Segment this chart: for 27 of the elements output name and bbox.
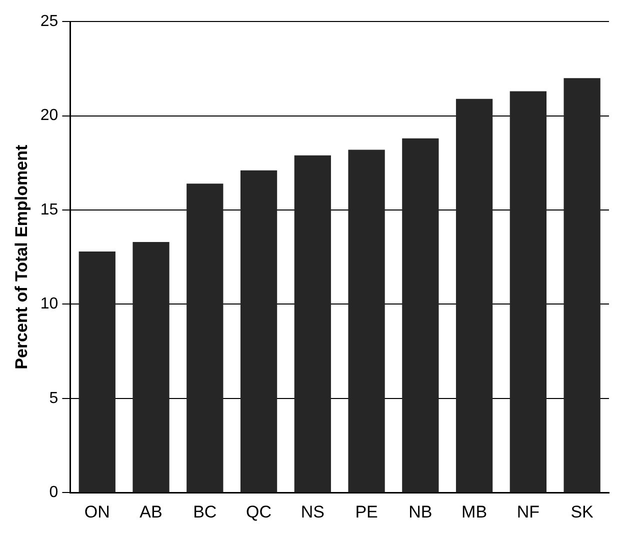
bar bbox=[456, 98, 493, 492]
x-tick-label: MB bbox=[462, 502, 488, 522]
y-tick-label: 20 bbox=[40, 107, 58, 124]
y-tick-label: 25 bbox=[40, 13, 58, 30]
x-tick-label: SK bbox=[570, 502, 594, 522]
y-tick-label: 0 bbox=[49, 484, 58, 502]
bar bbox=[132, 242, 170, 492]
y-axis-title: Percent of Total Emploment bbox=[12, 144, 31, 370]
x-tick-label: ON bbox=[84, 502, 110, 522]
x-tick-label: BC bbox=[193, 502, 217, 522]
x-tick-label: QC bbox=[246, 502, 272, 522]
y-tick-label: 15 bbox=[40, 201, 58, 218]
x-tick-label: PE bbox=[355, 502, 378, 522]
bar bbox=[294, 155, 331, 492]
x-tick-label: AB bbox=[140, 502, 162, 522]
bar bbox=[240, 170, 278, 492]
bar bbox=[348, 150, 385, 492]
bar bbox=[78, 251, 116, 492]
y-tick-label: 5 bbox=[49, 390, 58, 407]
bar bbox=[402, 138, 439, 492]
bar bbox=[510, 91, 546, 492]
x-tick-label: NF bbox=[516, 502, 540, 522]
y-tick-label: 10 bbox=[40, 296, 58, 313]
x-tick-label: NB bbox=[408, 502, 432, 522]
bar bbox=[186, 184, 224, 492]
x-tick-label: NS bbox=[300, 502, 324, 522]
bar bbox=[564, 78, 600, 492]
